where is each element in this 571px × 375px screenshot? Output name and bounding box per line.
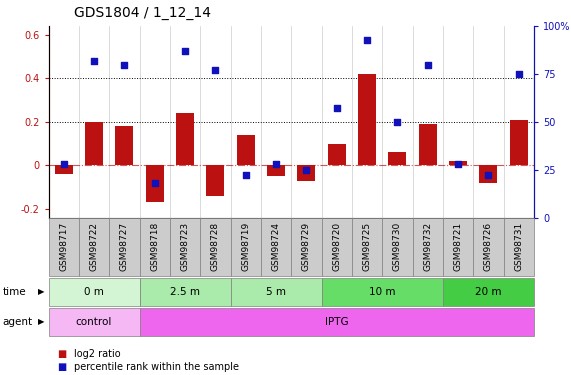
Bar bbox=[236, 135, 255, 165]
Text: GSM98728: GSM98728 bbox=[211, 222, 220, 271]
Text: agent: agent bbox=[3, 316, 33, 327]
Text: percentile rank within the sample: percentile rank within the sample bbox=[74, 362, 239, 372]
Point bbox=[332, 105, 341, 111]
Text: GSM98717: GSM98717 bbox=[59, 222, 68, 271]
Bar bbox=[479, 165, 497, 183]
Text: GSM98726: GSM98726 bbox=[484, 222, 493, 271]
Text: GSM98718: GSM98718 bbox=[150, 222, 159, 271]
Text: 2.5 m: 2.5 m bbox=[170, 286, 200, 297]
Point bbox=[180, 48, 190, 54]
Point bbox=[453, 161, 463, 167]
Bar bbox=[358, 74, 376, 165]
Point bbox=[302, 166, 311, 172]
Text: ▶: ▶ bbox=[38, 317, 45, 326]
Point bbox=[90, 58, 99, 64]
Text: GSM98721: GSM98721 bbox=[453, 222, 463, 271]
Text: GSM98732: GSM98732 bbox=[423, 222, 432, 271]
Point bbox=[120, 62, 129, 68]
Text: GSM98724: GSM98724 bbox=[272, 222, 280, 271]
Text: 20 m: 20 m bbox=[475, 286, 502, 297]
Bar bbox=[85, 122, 103, 165]
Bar bbox=[176, 113, 194, 165]
Text: control: control bbox=[76, 316, 112, 327]
Point bbox=[514, 71, 523, 77]
Text: IPTG: IPTG bbox=[325, 316, 348, 327]
Text: log2 ratio: log2 ratio bbox=[74, 350, 121, 359]
Bar bbox=[509, 120, 528, 165]
Text: GDS1804 / 1_12_14: GDS1804 / 1_12_14 bbox=[74, 6, 211, 20]
Bar bbox=[55, 165, 73, 174]
Point bbox=[423, 62, 432, 68]
Text: GSM98731: GSM98731 bbox=[514, 222, 523, 271]
Text: time: time bbox=[3, 286, 26, 297]
Bar bbox=[206, 165, 224, 196]
Text: ▶: ▶ bbox=[38, 287, 45, 296]
Bar bbox=[146, 165, 164, 202]
Point bbox=[393, 119, 402, 125]
Bar bbox=[328, 144, 346, 165]
Text: GSM98722: GSM98722 bbox=[90, 222, 99, 271]
Point bbox=[211, 67, 220, 73]
Text: ■: ■ bbox=[57, 362, 66, 372]
Bar bbox=[297, 165, 315, 180]
Point bbox=[484, 172, 493, 178]
Bar bbox=[449, 161, 467, 165]
Text: GSM98729: GSM98729 bbox=[302, 222, 311, 271]
Text: ■: ■ bbox=[57, 350, 66, 359]
Point bbox=[363, 37, 372, 43]
Point bbox=[59, 161, 69, 167]
Text: GSM98725: GSM98725 bbox=[363, 222, 372, 271]
Bar bbox=[267, 165, 285, 176]
Point bbox=[241, 172, 250, 178]
Text: 5 m: 5 m bbox=[266, 286, 286, 297]
Text: GSM98720: GSM98720 bbox=[332, 222, 341, 271]
Text: GSM98730: GSM98730 bbox=[393, 222, 402, 271]
Point bbox=[271, 161, 280, 167]
Bar bbox=[419, 124, 437, 165]
Text: GSM98723: GSM98723 bbox=[180, 222, 190, 271]
Bar bbox=[115, 126, 134, 165]
Text: GSM98727: GSM98727 bbox=[120, 222, 129, 271]
Text: 10 m: 10 m bbox=[369, 286, 396, 297]
Bar bbox=[388, 152, 407, 165]
Text: 0 m: 0 m bbox=[84, 286, 104, 297]
Point bbox=[150, 180, 159, 186]
Text: GSM98719: GSM98719 bbox=[241, 222, 250, 271]
